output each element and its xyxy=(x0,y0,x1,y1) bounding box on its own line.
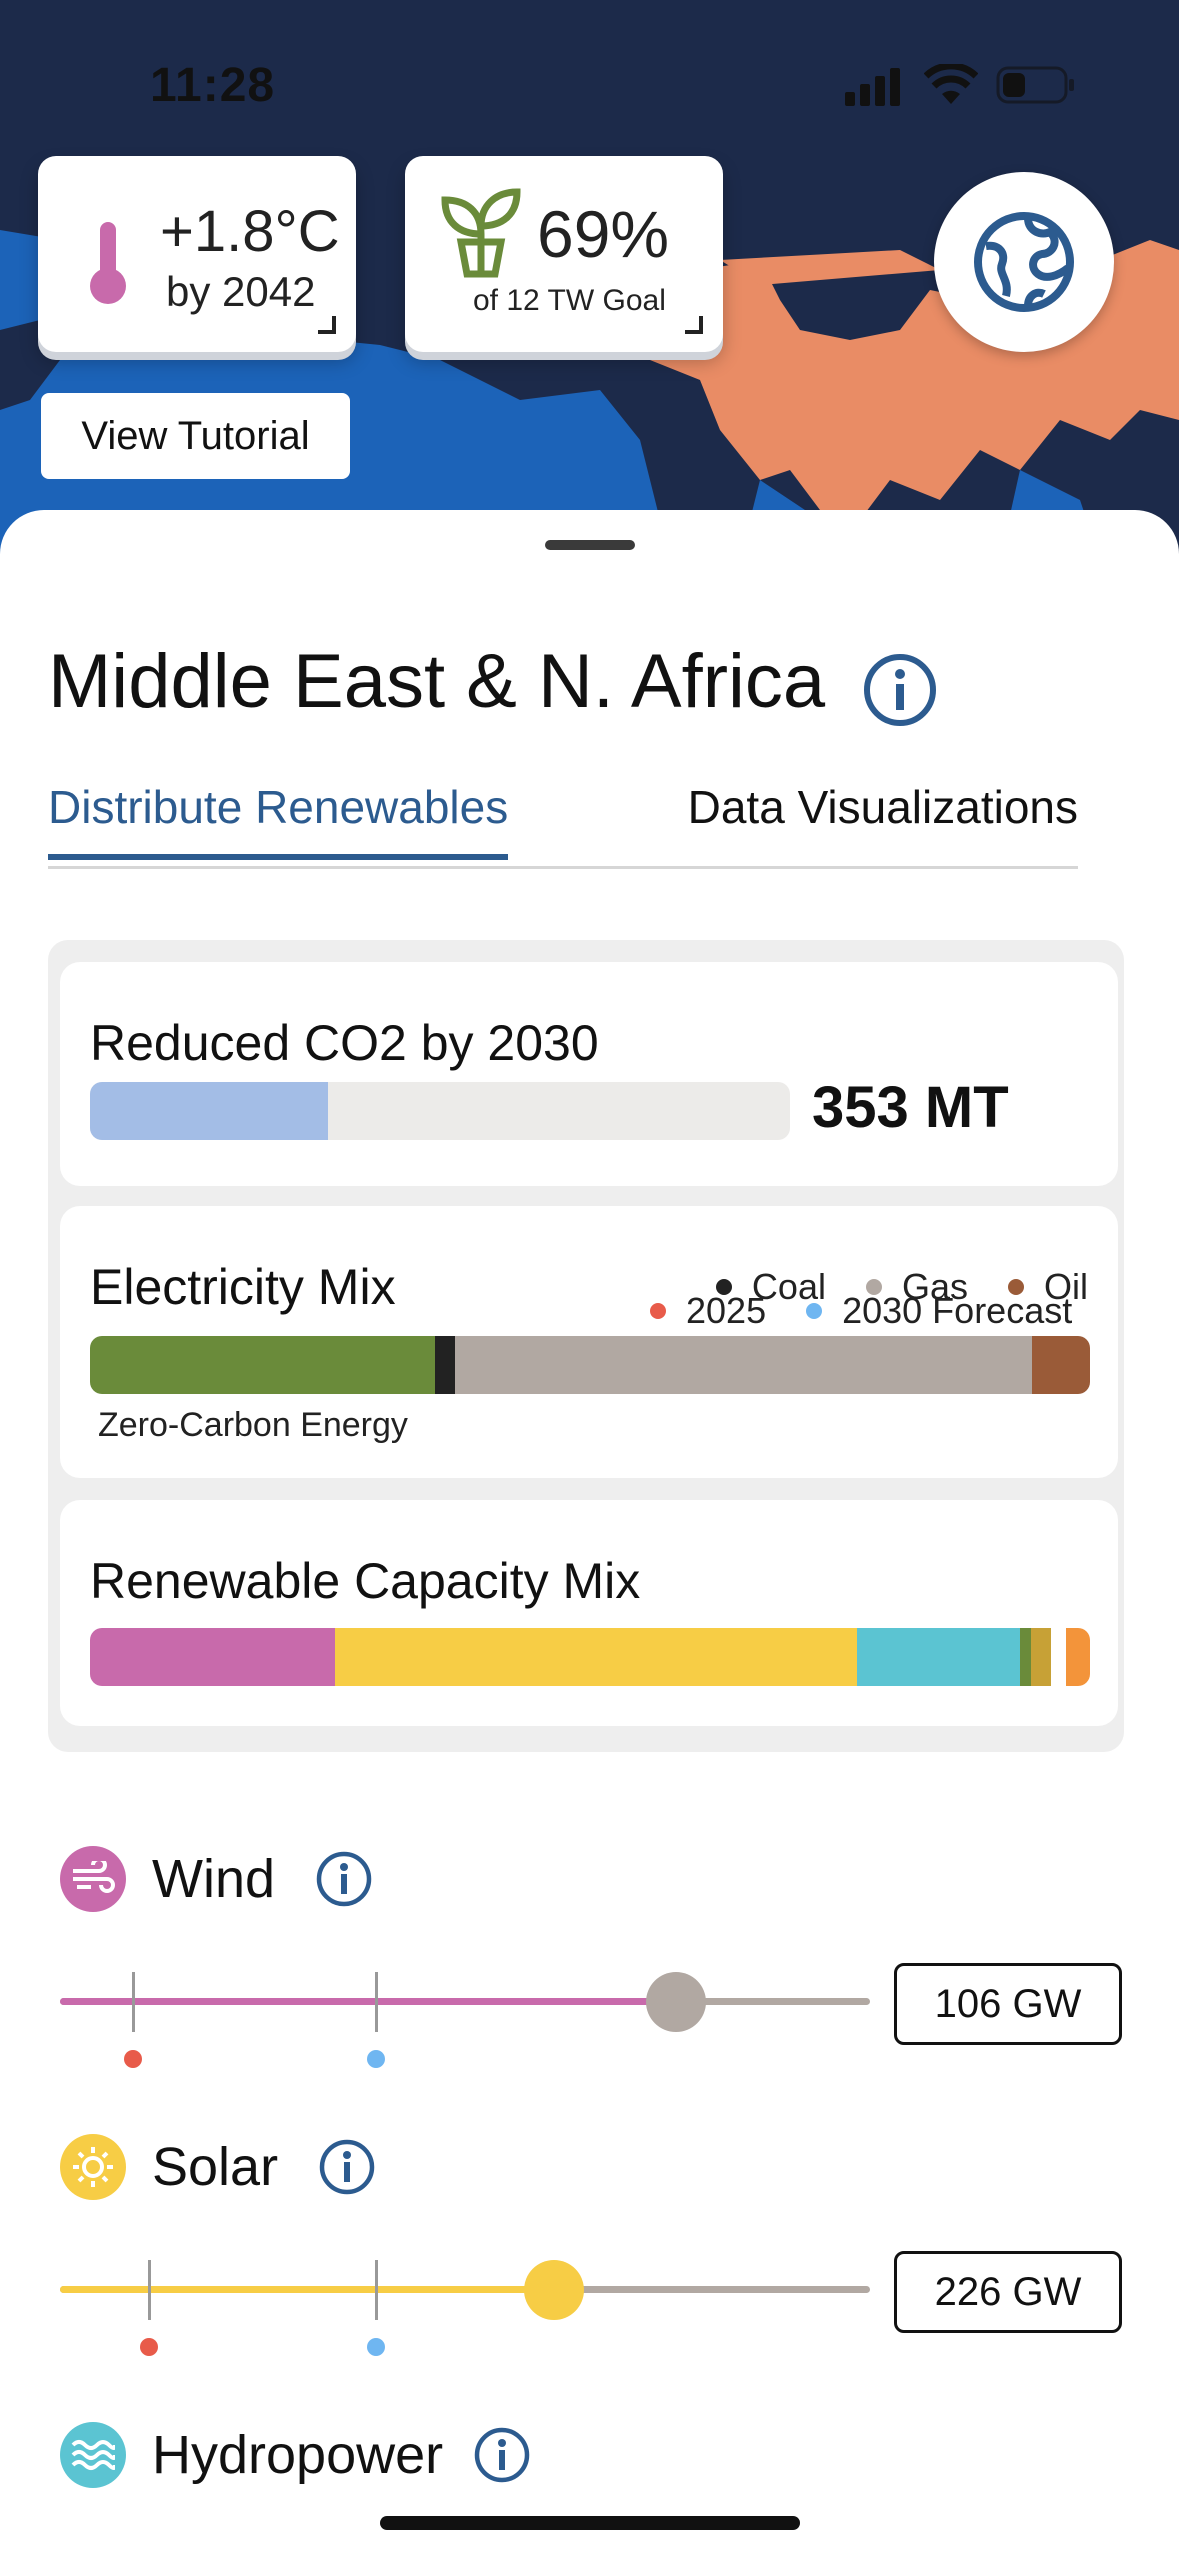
water-icon xyxy=(60,2422,126,2488)
view-tutorial-button[interactable]: View Tutorial xyxy=(41,393,350,479)
battery-icon xyxy=(996,66,1074,104)
segment-gap xyxy=(1050,1628,1066,1686)
tick-2025 xyxy=(148,2260,152,2320)
temperature-value: +1.8°C xyxy=(160,199,340,264)
solar-label: Solar xyxy=(152,2137,279,2197)
goal-sub: of 12 TW Goal xyxy=(473,284,666,317)
segment-other-2 xyxy=(1030,1628,1051,1686)
wind-icon xyxy=(60,1846,126,1912)
legend-2030-label: 2030 Forecast xyxy=(842,1290,1073,1331)
legend-oil: Oil xyxy=(1008,1266,1088,1308)
slider-knob[interactable] xyxy=(524,2260,585,2320)
legend-oil-dot xyxy=(1008,1279,1024,1295)
co2-progress-fill xyxy=(90,1082,328,1140)
tab-bar: Distribute Renewables Data Visualization… xyxy=(48,780,1078,869)
tick-dot-2030 xyxy=(366,2338,385,2356)
legend-gas-label: Gas xyxy=(901,1266,968,1307)
zero-carbon-label: Zero-Carbon Energy xyxy=(98,1406,408,1444)
wifi-icon xyxy=(924,64,978,104)
solar-info-icon[interactable] xyxy=(318,2138,376,2196)
tab-data-visualizations[interactable]: Data Visualizations xyxy=(687,781,1078,833)
segment-zero-carbon xyxy=(90,1336,435,1394)
co2-card: Reduced CO2 by 2030 353 MT xyxy=(60,962,1118,1186)
wind-row: Wind xyxy=(60,1846,373,1912)
segment-hydropower xyxy=(857,1628,1020,1686)
segment-solar xyxy=(335,1628,857,1686)
legend-coal: Coal xyxy=(715,1266,826,1308)
co2-progress-bar xyxy=(90,1082,790,1140)
sprout-icon xyxy=(441,188,521,278)
tick-2030 xyxy=(374,2260,378,2320)
wind-info-icon[interactable] xyxy=(315,1850,373,1908)
region-sheet: Middle East & N. Africa Distribute Renew… xyxy=(0,510,1179,2556)
hydropower-info-icon[interactable] xyxy=(473,2426,531,2484)
legend-2025-dot xyxy=(650,1303,666,1319)
temperature-year: by 2042 xyxy=(166,268,316,315)
capacity-mix-card: Renewable Capacity Mix xyxy=(60,1500,1118,1726)
slider-fill xyxy=(60,2286,555,2293)
globe-button[interactable] xyxy=(934,172,1114,352)
region-info-icon[interactable] xyxy=(862,652,938,728)
legend-coal-label: Coal xyxy=(751,1266,826,1307)
electricity-mix-card: Electricity Mix Coal Gas Oil Zero-Carbon… xyxy=(60,1206,1118,1478)
legend-gas-dot xyxy=(865,1279,882,1295)
tick-dot-2030 xyxy=(366,2050,385,2068)
segment-wind xyxy=(90,1628,335,1686)
tick-dot-2025 xyxy=(140,2338,159,2356)
legend-2030-dot xyxy=(806,1303,823,1319)
status-time: 11:28 xyxy=(150,59,276,112)
co2-value: 353 MT xyxy=(812,1075,1009,1140)
capacity-mix-title: Renewable Capacity Mix xyxy=(90,1553,641,1609)
segment-coal xyxy=(435,1336,455,1394)
segment-oil xyxy=(1032,1336,1090,1394)
legend-2025-label: 2025 xyxy=(686,1290,767,1331)
legend-gas: Gas xyxy=(865,1266,968,1308)
wind-value-box[interactable]: 106 GW xyxy=(894,1963,1122,2045)
solar-row: Solar xyxy=(60,2134,376,2200)
solar-slider[interactable] xyxy=(60,2250,870,2356)
goal-card[interactable]: 69% of 12 TW Goal xyxy=(405,156,723,352)
electricity-mix-title: Electricity Mix xyxy=(90,1259,396,1315)
status-bar: 11:28 xyxy=(0,0,1179,150)
temperature-card[interactable]: +1.8°C by 2042 xyxy=(38,156,356,352)
slider-fill xyxy=(60,1998,676,2005)
sheet-grabber[interactable] xyxy=(545,540,635,550)
globe-icon xyxy=(974,212,1074,312)
segment-other-3 xyxy=(1065,1628,1090,1686)
hydropower-row: Hydropower xyxy=(60,2422,531,2488)
tab-distribute-renewables[interactable]: Distribute Renewables xyxy=(48,780,509,860)
electricity-mix-bar xyxy=(90,1336,1090,1394)
expand-corner-icon xyxy=(685,316,703,334)
wind-slider[interactable] xyxy=(60,1962,870,2068)
capacity-mix-bar xyxy=(90,1628,1090,1686)
wind-label: Wind xyxy=(152,1849,276,1909)
goal-value: 69% xyxy=(537,197,670,271)
tick-2025 xyxy=(131,1972,135,2032)
electricity-legend: Coal Gas Oil xyxy=(676,1266,1088,1308)
tick-2030 xyxy=(374,1972,378,2032)
tick-dot-2025 xyxy=(123,2050,142,2068)
sun-icon xyxy=(60,2134,126,2200)
hydropower-label: Hydropower xyxy=(152,2425,444,2485)
signal-icon xyxy=(845,68,900,106)
forecast-legend: 2025 2030 Forecast xyxy=(650,1290,1072,1332)
thermometer-icon xyxy=(90,222,126,304)
legend-coal-dot xyxy=(715,1279,732,1295)
expand-corner-icon xyxy=(318,316,336,334)
region-title: Middle East & N. Africa xyxy=(48,639,826,724)
home-indicator[interactable] xyxy=(380,2516,800,2530)
slider-knob[interactable] xyxy=(645,1972,706,2032)
solar-value-box[interactable]: 226 GW xyxy=(894,2251,1122,2333)
segment-other-1 xyxy=(1019,1628,1031,1686)
legend-oil-label: Oil xyxy=(1044,1266,1088,1307)
segment-gas xyxy=(455,1336,1032,1394)
co2-title: Reduced CO2 by 2030 xyxy=(90,1015,599,1071)
